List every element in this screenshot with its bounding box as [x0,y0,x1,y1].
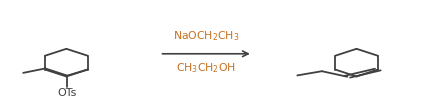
Text: NaOCH$_2$CH$_3$: NaOCH$_2$CH$_3$ [173,29,239,43]
Text: OTs: OTs [58,88,77,98]
Text: CH$_3$CH$_2$OH: CH$_3$CH$_2$OH [176,61,236,75]
